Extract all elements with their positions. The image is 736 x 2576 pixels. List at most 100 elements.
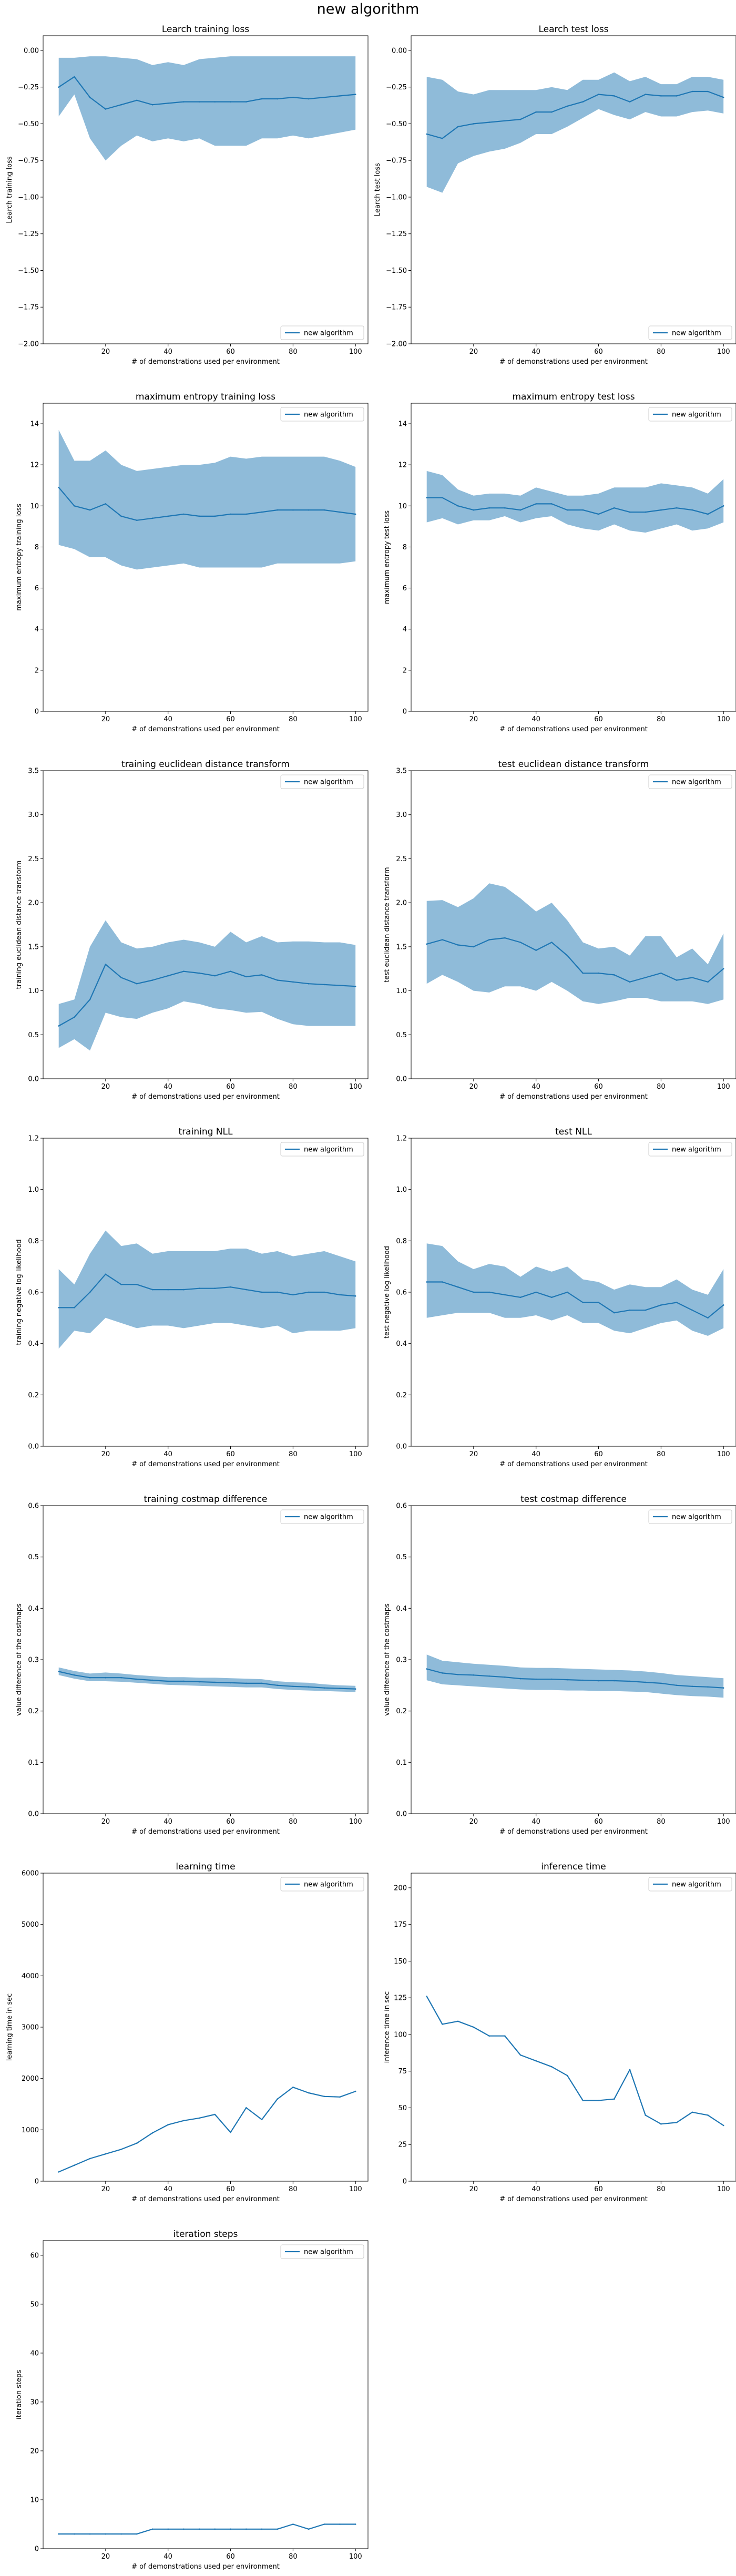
- data-point: [277, 979, 278, 981]
- data-point: [198, 2528, 200, 2530]
- y-tick-label: 0.0: [396, 1076, 407, 1083]
- chart-title: learning time: [176, 1862, 235, 1872]
- plot-area: [58, 1667, 356, 1692]
- data-point: [598, 513, 599, 515]
- y-tick-label: −0.75: [386, 157, 407, 165]
- data-point: [691, 2111, 693, 2113]
- y-tick-label: 10: [30, 503, 39, 510]
- data-point: [120, 2149, 122, 2150]
- y-tick-label: 2.5: [28, 855, 39, 863]
- x-axis-label: # of demonstrations used per environment: [499, 1093, 648, 1101]
- data-point: [120, 1284, 122, 1285]
- series-mean-line: [426, 1668, 724, 1689]
- data-point: [277, 1684, 278, 1686]
- legend: new algorithm: [648, 774, 732, 789]
- data-point: [151, 2132, 154, 2134]
- y-tick-label: 10: [398, 503, 407, 510]
- data-point: [120, 977, 122, 978]
- y-tick-label: 0.8: [28, 1238, 39, 1245]
- legend-label: new algorithm: [672, 1881, 721, 1889]
- data-point: [504, 937, 506, 939]
- data-point: [354, 2523, 356, 2525]
- data-point: [277, 2098, 278, 2100]
- chart-panel: 20 40 60 80 100 0.00 −0.25 −0.50 −0.75 −1.00 −1.25…: [6, 24, 369, 366]
- plot-area: [58, 920, 356, 1051]
- data-point: [442, 939, 443, 941]
- x-tick-label: 100: [717, 1818, 730, 1826]
- data-point: [707, 90, 709, 93]
- data-point: [308, 98, 310, 100]
- data-point: [246, 101, 247, 103]
- data-point: [535, 949, 537, 951]
- data-point: [105, 108, 107, 110]
- x-axis-label: # of demonstrations used per environment: [131, 1460, 280, 1468]
- y-tick-label: −0.25: [386, 84, 407, 91]
- data-point: [183, 970, 185, 972]
- data-point: [551, 942, 553, 943]
- chart-panel: 20 40 60 80 100 0.0 0.5 1.0 1.5 2.0 2.5 3.0 3.5 test …: [383, 759, 736, 1101]
- x-tick-label: 40: [531, 348, 540, 356]
- data-point: [426, 1668, 427, 1670]
- plot-area: [58, 56, 356, 161]
- data-point: [519, 1678, 522, 1680]
- series-std-band: [426, 883, 724, 1004]
- series-std-band: [58, 1667, 356, 1692]
- data-point: [58, 1025, 59, 1027]
- x-tick-label: 40: [163, 1450, 172, 1458]
- data-point: [707, 513, 709, 515]
- y-tick-label: 60: [30, 2252, 39, 2260]
- legend-box: [648, 407, 732, 422]
- y-tick-label: 0.1: [28, 1759, 39, 1767]
- data-point: [551, 503, 553, 505]
- legend-box: [280, 1142, 364, 1157]
- x-tick-label: 80: [657, 1450, 666, 1458]
- data-point: [551, 111, 553, 113]
- plot-frame: [411, 35, 736, 344]
- data-point: [183, 2120, 185, 2122]
- data-point: [183, 2528, 185, 2530]
- legend-label: new algorithm: [304, 779, 353, 786]
- data-point: [198, 101, 200, 103]
- data-point: [292, 509, 294, 511]
- data-point: [551, 1678, 553, 1680]
- legend-box: [648, 1142, 732, 1157]
- plot-frame: [411, 403, 736, 712]
- data-point: [151, 1679, 154, 1681]
- data-point: [645, 1681, 646, 1683]
- x-tick-label: 40: [163, 715, 172, 723]
- data-point: [442, 138, 443, 139]
- data-point: [566, 105, 568, 107]
- data-point: [504, 2035, 506, 2037]
- data-point: [629, 101, 631, 103]
- y-tick-label: 0: [35, 708, 39, 716]
- data-point: [74, 1674, 75, 1676]
- data-point: [277, 1291, 278, 1293]
- data-point: [120, 104, 122, 106]
- y-tick-label: 20: [30, 2447, 39, 2455]
- x-tick-label: 60: [226, 348, 235, 356]
- data-point: [261, 2119, 263, 2121]
- x-tick-label: 80: [289, 715, 298, 723]
- x-axis-label: # of demonstrations used per environment: [499, 1460, 648, 1468]
- y-tick-label: 1.2: [396, 1135, 407, 1143]
- x-tick-label: 100: [349, 2553, 362, 2561]
- data-point: [707, 1317, 709, 1319]
- y-tick-label: 4000: [22, 1972, 39, 1980]
- x-tick-label: 40: [531, 1083, 540, 1091]
- data-point: [473, 946, 475, 948]
- data-point: [183, 1680, 185, 1682]
- data-point: [74, 2533, 75, 2535]
- data-point: [198, 972, 200, 974]
- data-point: [167, 1289, 169, 1291]
- data-point: [58, 1671, 59, 1672]
- data-point: [308, 2092, 310, 2094]
- plot-area: [426, 471, 724, 533]
- data-point: [504, 1294, 506, 1296]
- y-tick-label: 0.0: [28, 1811, 39, 1818]
- x-tick-label: 80: [657, 1083, 666, 1091]
- x-tick-label: 60: [594, 348, 603, 356]
- data-point: [308, 1686, 310, 1688]
- series-mean-line: [426, 90, 724, 139]
- y-tick-label: 4: [403, 626, 407, 633]
- y-tick-label: 0.6: [28, 1502, 39, 1510]
